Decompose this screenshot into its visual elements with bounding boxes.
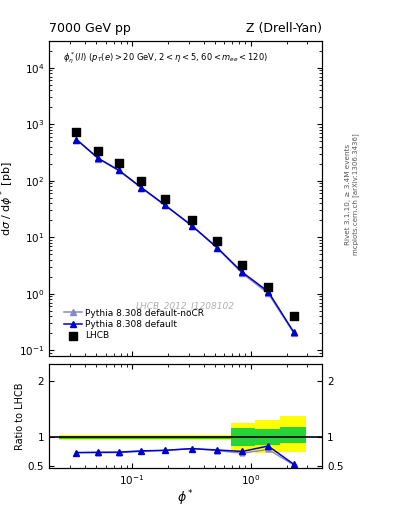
Pythia 8.308 default [215,245,219,251]
LHCB [162,195,168,203]
Y-axis label: d$\sigma$ / d$\phi^*$ [pb]: d$\sigma$ / d$\phi^*$ [pb] [0,161,16,236]
LHCB [189,216,195,224]
Pythia 8.308 default [116,167,121,173]
Pythia 8.308 default-noCR [190,223,195,229]
LHCB [265,283,271,291]
Pythia 8.308 default-noCR [266,290,270,296]
Pythia 8.308 default-noCR [291,330,296,336]
Line: Pythia 8.308 default-noCR: Pythia 8.308 default-noCR [74,137,296,335]
Text: LHCB_2012_I1208102: LHCB_2012_I1208102 [136,301,235,310]
Pythia 8.308 default [74,137,79,143]
Pythia 8.308 default-noCR [96,156,101,162]
Pythia 8.308 default-noCR [74,137,79,143]
LHCB [138,177,145,185]
Text: 7000 GeV pp: 7000 GeV pp [49,22,131,35]
Legend: Pythia 8.308 default-noCR, Pythia 8.308 default, LHCB: Pythia 8.308 default-noCR, Pythia 8.308 … [62,307,206,342]
Pythia 8.308 default [139,184,144,190]
Pythia 8.308 default [291,329,296,335]
Y-axis label: Ratio to LHCB: Ratio to LHCB [15,382,25,450]
Line: Pythia 8.308 default: Pythia 8.308 default [74,137,296,335]
LHCB [290,312,297,321]
Pythia 8.308 default-noCR [163,202,167,208]
Pythia 8.308 default [163,202,167,208]
Pythia 8.308 default [266,288,270,294]
Text: mcplots.cern.ch [arXiv:1306.3436]: mcplots.cern.ch [arXiv:1306.3436] [352,134,359,255]
Text: $\phi^*_\eta(ll)$ ($p_T(e) > 20$ GeV, $2 < \eta < 5$, $60 < m_{ee} < 120$): $\phi^*_\eta(ll)$ ($p_T(e) > 20$ GeV, $2… [63,50,268,66]
LHCB [116,159,122,167]
Pythia 8.308 default [96,155,101,161]
Pythia 8.308 default [190,223,195,229]
Text: Rivet 3.1.10, ≥ 3.4M events: Rivet 3.1.10, ≥ 3.4M events [345,144,351,245]
X-axis label: $\phi^*$: $\phi^*$ [177,488,194,508]
LHCB [73,127,80,136]
Text: Z (Drell-Yan): Z (Drell-Yan) [246,22,322,35]
Pythia 8.308 default [240,269,245,275]
LHCB [95,147,101,155]
Pythia 8.308 default-noCR [116,167,121,174]
LHCB [214,237,220,245]
Pythia 8.308 default-noCR [139,185,144,191]
LHCB [239,261,246,269]
Pythia 8.308 default-noCR [215,245,219,251]
Pythia 8.308 default-noCR [240,270,245,276]
